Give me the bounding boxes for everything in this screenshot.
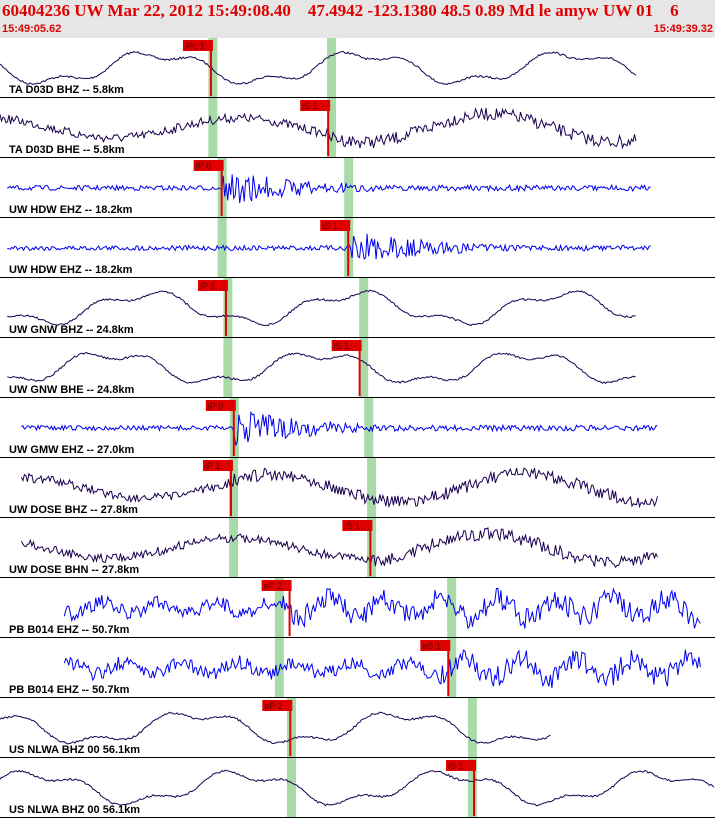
waveform	[63, 587, 701, 630]
channel-label: TA D03D BHE -- 5.8km	[9, 144, 125, 156]
p-window	[229, 458, 239, 518]
pick-label: iP 0	[208, 401, 223, 411]
waveform	[7, 174, 651, 204]
event-header: 60404236 UW Mar 22, 2012 15:49:08.40 47.…	[0, 0, 715, 38]
pick-label: eS 1	[422, 641, 441, 651]
pick-line	[289, 700, 292, 756]
waveform	[20, 467, 658, 509]
pick-line	[347, 220, 350, 276]
channel-label: UW GNW BHE -- 24.8km	[9, 384, 135, 396]
channel-label: UW DOSE BHZ -- 27.8km	[9, 504, 138, 516]
pick-label: iP 1	[200, 281, 215, 291]
waveform	[0, 711, 551, 745]
pick-tag	[202, 460, 233, 471]
pick-label: iS 1	[344, 521, 360, 531]
p-window	[287, 698, 297, 758]
pick-tag	[261, 580, 292, 591]
pick-tag	[205, 400, 236, 411]
channel-label: UW GMW EHZ -- 27.0km	[9, 444, 135, 456]
start-time: 15:49:05.62	[2, 23, 62, 35]
event-title: 60404236 UW Mar 22, 2012 15:49:08.40 47.…	[2, 1, 679, 20]
pick-tag	[420, 640, 451, 651]
p-window	[223, 278, 233, 338]
p-window	[229, 518, 239, 578]
waveform	[0, 769, 715, 807]
channel-label: UW DOSE BHN -- 27.8km	[9, 564, 140, 576]
s-window	[359, 338, 369, 398]
pick-line	[327, 100, 330, 156]
pick-line	[447, 640, 450, 696]
s-window	[367, 458, 377, 518]
s-window	[327, 38, 337, 98]
p-window	[208, 38, 218, 98]
waveform	[0, 107, 637, 150]
pick-label: iS 1	[302, 101, 318, 111]
pick-line	[232, 400, 235, 456]
pick-tag	[262, 700, 293, 711]
p-window	[274, 578, 284, 638]
pick-tag	[320, 220, 351, 231]
waveform	[20, 527, 658, 569]
pick-label: eP 2	[264, 581, 282, 591]
pick-line	[229, 460, 232, 516]
s-window	[327, 98, 337, 158]
waveform	[6, 289, 636, 327]
channel-label: US NLWA BHZ 00 56.1km	[9, 744, 141, 756]
pick-line	[220, 160, 223, 216]
channel-label: UW GNW BHZ -- 24.8km	[9, 324, 134, 336]
s-window	[364, 398, 374, 458]
pick-tag	[197, 280, 228, 291]
waveform	[63, 649, 701, 689]
p-window	[223, 338, 233, 398]
pick-label: iP 0	[196, 161, 211, 171]
channel-label: UW HDW EHZ -- 18.2km	[9, 264, 133, 276]
s-window	[447, 638, 457, 698]
pick-tag	[446, 760, 477, 771]
waveform	[7, 352, 636, 384]
pick-tag	[331, 340, 362, 351]
channel-label: PB B014 EHZ -- 50.7km	[9, 684, 130, 696]
pick-label: eP 2	[264, 701, 282, 711]
s-window	[344, 158, 354, 218]
channel-label: PB B014 EHZ -- 50.7km	[9, 624, 130, 636]
s-window	[467, 758, 477, 818]
pick-label: iS 1	[322, 221, 338, 231]
waveform	[0, 50, 637, 86]
pick-line	[224, 280, 227, 336]
s-window	[367, 518, 377, 578]
s-window	[447, 578, 457, 638]
pick-line	[209, 40, 212, 96]
pick-tag	[182, 40, 213, 51]
channel-label: TA D03D BHZ -- 5.8km	[9, 84, 124, 96]
pick-label: iS 1	[448, 761, 464, 771]
pick-tag	[342, 520, 373, 531]
pick-label: iP 1	[205, 461, 220, 471]
channel-label: US NLWA BHZ 00 56.1km	[9, 804, 141, 816]
end-time: 15:49:39.32	[653, 23, 713, 35]
waveform	[7, 233, 651, 260]
s-window	[467, 698, 477, 758]
pick-label: iPc 1	[185, 41, 205, 51]
s-window	[359, 278, 369, 338]
channel-label: UW HDW EHZ -- 18.2km	[9, 204, 133, 216]
p-window	[208, 98, 218, 158]
pick-line	[369, 520, 372, 576]
pick-tag	[193, 160, 224, 171]
pick-line	[288, 580, 291, 636]
waveform	[21, 410, 658, 446]
p-window	[287, 758, 297, 818]
pick-line	[358, 340, 361, 396]
pick-label: iS 1	[334, 341, 350, 351]
pick-tag	[300, 100, 331, 111]
pick-line	[473, 760, 476, 816]
